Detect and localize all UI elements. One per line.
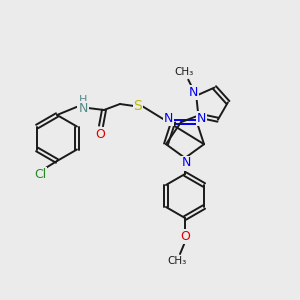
- Text: N: N: [189, 86, 198, 99]
- Text: Cl: Cl: [34, 167, 46, 181]
- Text: O: O: [95, 128, 105, 140]
- Text: N: N: [181, 157, 191, 169]
- Text: N: N: [164, 112, 173, 125]
- Text: O: O: [180, 230, 190, 242]
- Text: CH₃: CH₃: [175, 67, 194, 77]
- Text: H: H: [79, 95, 87, 105]
- Text: CH₃: CH₃: [167, 256, 187, 266]
- Text: S: S: [134, 99, 142, 113]
- Text: N: N: [197, 112, 206, 125]
- Text: N: N: [78, 101, 88, 115]
